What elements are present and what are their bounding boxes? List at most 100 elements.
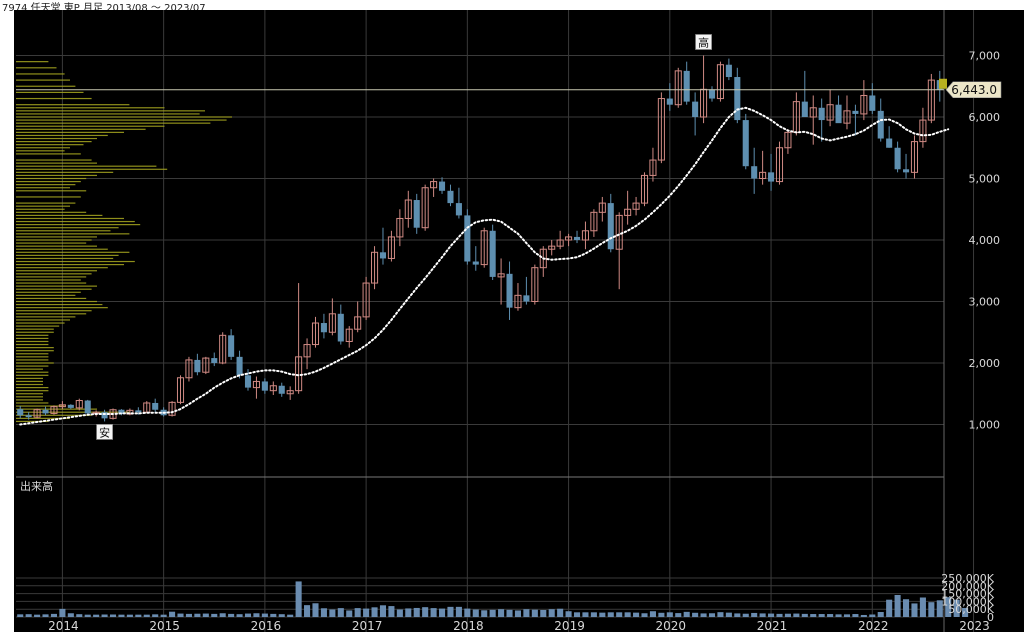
volume-bar [101, 614, 108, 617]
volume-panel-label: 出来高 [20, 479, 53, 493]
price-profile-bar [16, 239, 92, 241]
candle-body [598, 202, 606, 213]
volume-bar [244, 613, 252, 617]
candle-body [438, 181, 446, 191]
volume-bar [894, 595, 901, 617]
volume-bar [911, 603, 918, 617]
candle-body [101, 412, 108, 419]
volume-bar [928, 602, 935, 617]
candle-body [278, 385, 285, 394]
candle-body [565, 236, 573, 241]
volume-bar [835, 614, 842, 617]
price-profile-bar [16, 162, 97, 164]
volume-bar [573, 612, 581, 617]
candle-body [236, 356, 243, 376]
volume-bar [337, 608, 344, 617]
candle-body [286, 390, 294, 395]
volume-bar [278, 614, 285, 617]
price-profile-bar [16, 174, 97, 177]
price-profile-bar [16, 211, 87, 213]
last-candle-highlight [939, 78, 947, 89]
candle-body [869, 95, 876, 111]
candle-body [354, 316, 362, 330]
candle-body [176, 377, 185, 403]
price-profile-bar [16, 297, 87, 300]
price-profile-bar [16, 91, 84, 93]
x-tick-label: 2015 [149, 619, 180, 632]
candle-body [472, 261, 479, 265]
volume-bar [784, 613, 791, 617]
candle-body [320, 323, 327, 333]
volume-bar [734, 613, 741, 617]
price-profile-bar [16, 153, 81, 155]
volume-bar [126, 614, 133, 617]
candle-body [497, 273, 505, 278]
candle-body [118, 409, 125, 415]
volume-bar [363, 608, 370, 617]
candle-body [910, 141, 919, 173]
candle-body [50, 406, 58, 414]
volume-bar [25, 614, 32, 617]
volume-bar [843, 614, 851, 617]
volume-bar [447, 606, 454, 617]
volume-bar [801, 613, 808, 617]
volume-bar [793, 613, 800, 617]
volume-bar [312, 603, 319, 617]
price-profile-bar [16, 177, 87, 180]
y-tick-label: 4,000 [969, 234, 1001, 247]
candle-body [927, 79, 935, 121]
candle-body [539, 248, 547, 269]
volume-bar [329, 609, 336, 617]
y-tick-label: 7,000 [969, 50, 1001, 63]
price-profile-bar [16, 396, 43, 398]
volume-bar [160, 614, 167, 617]
candle-body [835, 104, 842, 124]
price-profile-bar [16, 220, 135, 223]
price-profile-bar [16, 362, 54, 364]
y-tick-label: 2,000 [969, 357, 1001, 370]
volume-bar [422, 607, 429, 617]
price-profile-bar [16, 359, 49, 361]
price-profile-bar [16, 414, 92, 416]
price-profile-bar [16, 405, 65, 407]
volume-bar [776, 613, 783, 617]
candle-body [581, 230, 589, 241]
price-profile-bar [16, 294, 76, 296]
volume-bars [17, 581, 969, 617]
price-profile-bar [16, 125, 165, 127]
price-profile-bar [16, 104, 130, 106]
volume-bar [725, 612, 732, 617]
volume-bar [489, 609, 496, 617]
candle-body [556, 239, 564, 247]
candle-body [303, 344, 311, 358]
volume-bar [270, 613, 277, 617]
candle-body [768, 172, 775, 182]
volume-bar [228, 613, 235, 617]
candle-body [404, 199, 412, 219]
volume-bar [683, 611, 690, 617]
volume-bar [304, 605, 311, 617]
price-profile-bar [16, 380, 43, 383]
volume-bar [194, 613, 201, 617]
volume-bar [481, 610, 488, 617]
x-tick-label: 2018 [453, 619, 484, 632]
volume-bar [455, 606, 462, 617]
candle-body [211, 358, 218, 363]
candle-body [194, 359, 201, 373]
candle-body [337, 313, 344, 342]
candle-body [379, 252, 387, 259]
candle-body [430, 181, 438, 189]
volume-bar [464, 608, 471, 617]
price-profile-bar [16, 116, 232, 118]
candle-body [683, 70, 690, 102]
volume-bar [152, 614, 159, 617]
price-profile-bar [16, 310, 92, 312]
candle-body [362, 282, 370, 318]
volume-bar [582, 612, 589, 617]
candle-body [657, 98, 665, 161]
candle-body [219, 334, 227, 364]
volume-bar [607, 612, 614, 617]
volume-bar [34, 614, 41, 617]
moving-average [16, 89, 950, 426]
candle-body [852, 110, 859, 114]
